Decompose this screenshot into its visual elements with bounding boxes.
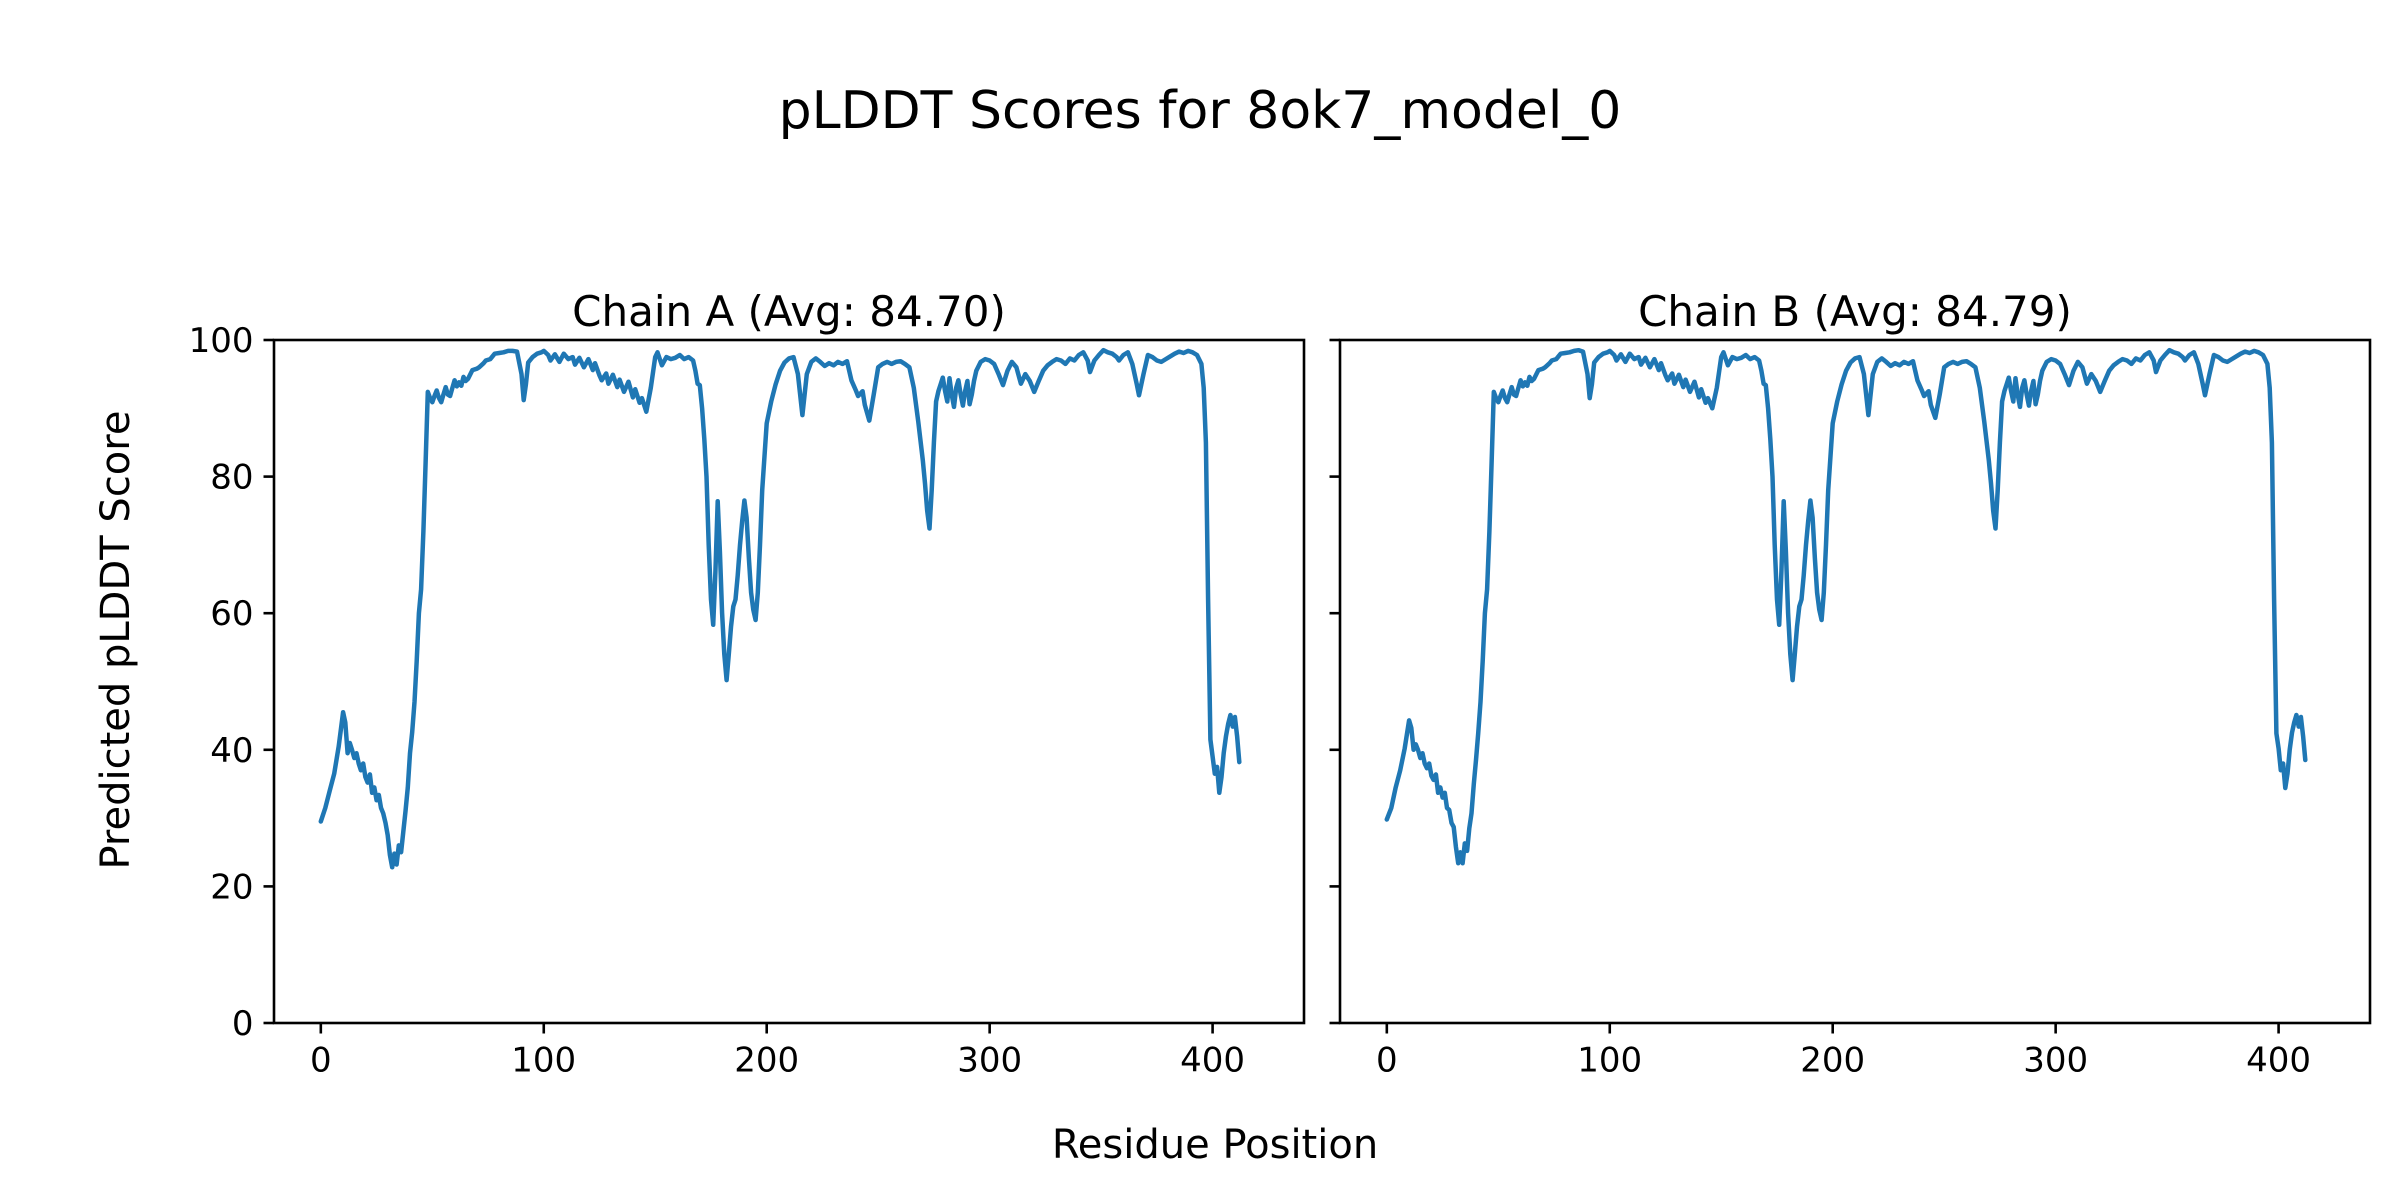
chain-a-title: Chain A (Avg: 84.70) <box>572 287 1006 336</box>
y-tick-label: 20 <box>210 867 253 907</box>
axes-spines-chain-b <box>1338 338 2372 1025</box>
x-tick-label: 100 <box>1577 1041 1642 1081</box>
chain-b-title: Chain B (Avg: 84.79) <box>1638 287 2072 336</box>
y-tick-label: 40 <box>210 731 253 771</box>
x-tick-label: 400 <box>2246 1041 2311 1081</box>
y-tick-label: 0 <box>232 1004 254 1044</box>
axes-spines-chain-a <box>272 338 1306 1025</box>
y-tick-label: 80 <box>210 458 253 498</box>
x-tick-label: 0 <box>310 1041 332 1081</box>
x-tick-label: 400 <box>1180 1041 1245 1081</box>
x-tick-label: 300 <box>2023 1041 2088 1081</box>
x-tick-label: 300 <box>957 1041 1022 1081</box>
x-axis-label: Residue Position <box>1051 1122 1379 1168</box>
x-tick-label: 0 <box>1376 1041 1398 1081</box>
y-tick-label: 60 <box>210 594 253 634</box>
figure-title: pLDDT Scores for 8ok7_model_0 <box>778 81 1622 141</box>
plddt-line-chain-a <box>318 347 1242 870</box>
axes-chain-b: 0 100 200 300 400 <box>1329 338 2372 1081</box>
axes-chain-a: 0 100 200 300 400 0 20 40 60 80 100 <box>189 321 1306 1081</box>
y-tick-label: 100 <box>189 321 254 361</box>
x-tick-label: 200 <box>1800 1041 1865 1081</box>
x-tick-label: 100 <box>511 1041 576 1081</box>
y-axis-label: Predicted pLDDT Score <box>93 410 139 870</box>
plddt-line-chain-b <box>1384 347 2308 866</box>
x-tick-label: 200 <box>734 1041 799 1081</box>
